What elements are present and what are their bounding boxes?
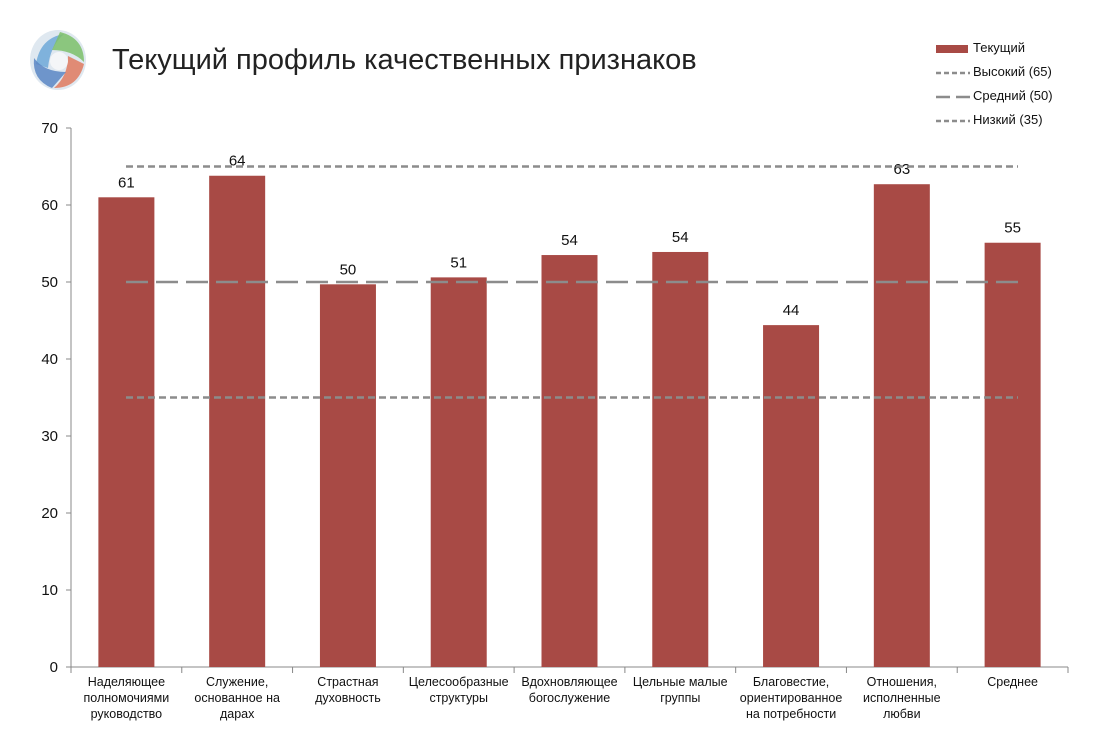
x-category-label-line: группы <box>660 691 700 705</box>
y-tick-label: 70 <box>41 120 58 137</box>
x-category-label-line: дарах <box>220 707 255 721</box>
bar <box>984 242 1041 668</box>
x-category-label: Страстная духовность <box>315 675 381 705</box>
y-tick-label: 0 <box>50 659 58 676</box>
bar <box>541 255 598 668</box>
bar-value-label: 54 <box>672 229 689 246</box>
x-category-label-line: полномочиями <box>84 691 170 705</box>
y-tick-label: 50 <box>41 274 58 291</box>
bar <box>652 251 709 667</box>
x-category-label-line: богослужение <box>529 691 610 705</box>
x-category-label-line: Страстная <box>317 675 378 689</box>
bar <box>98 197 155 668</box>
x-category-label-line: структуры <box>429 691 488 705</box>
x-category-label: Среднее <box>987 675 1038 689</box>
legend-swatch-low <box>936 119 970 123</box>
legend-label-high: Высокий (65) <box>973 64 1052 79</box>
legend-label-medium: Средний (50) <box>973 88 1053 103</box>
x-category-label-line: основанное на <box>194 691 280 705</box>
y-tick-label: 20 <box>41 505 58 522</box>
bar-value-label: 61 <box>118 174 135 191</box>
bar <box>430 277 487 667</box>
legend-swatch-high <box>936 71 970 75</box>
x-category-label: Благовестие, ориентированное на потребност… <box>740 675 843 721</box>
legend-swatch-medium <box>936 95 970 99</box>
x-category-label: Отношения, исполненные любви <box>863 675 941 721</box>
x-category-label-line: Вдохновляющее <box>521 675 617 689</box>
legend-swatch-bar <box>936 45 968 53</box>
bar-value-label: 51 <box>450 254 467 271</box>
x-category-label-line: Наделяющее <box>88 675 165 689</box>
x-category-label-line: Цельные малые <box>633 675 728 689</box>
chart-title: Текущий профиль качественных признаков <box>112 44 697 76</box>
bar-value-label: 50 <box>340 261 357 278</box>
bar <box>873 184 930 667</box>
bar-value-label: 55 <box>1004 220 1021 237</box>
bar-value-label: 63 <box>893 161 910 178</box>
x-category-label-line: руководство <box>91 707 163 721</box>
x-category-label-line: любви <box>883 707 920 721</box>
bar-value-label: 54 <box>561 232 578 249</box>
x-category-label: Служение, основанное на дарах <box>194 675 280 721</box>
y-tick-label: 10 <box>41 582 58 599</box>
bar <box>763 325 820 667</box>
bar <box>209 175 266 668</box>
x-category-label-line: Служение, <box>206 675 268 689</box>
x-category-label: Целесообразные структуры <box>409 675 509 705</box>
x-category-label-line: на потребности <box>746 707 836 721</box>
x-category-label-line: Благовестие, <box>753 675 829 689</box>
legend-label-low: Низкий (35) <box>973 112 1043 127</box>
x-category-label-line: Среднее <box>987 675 1038 689</box>
bar-value-label: 44 <box>783 302 800 319</box>
x-category-label: Вдохновляющее богослужение <box>521 675 617 705</box>
bar <box>319 284 376 667</box>
x-category-label-line: исполненные <box>863 691 941 705</box>
x-category-label-line: Отношения, <box>867 675 937 689</box>
x-category-label: Цельные малые группы <box>633 675 728 705</box>
y-tick-label: 60 <box>41 197 58 214</box>
x-category-label-line: Целесообразные <box>409 675 509 689</box>
x-category-label-line: духовность <box>315 691 381 705</box>
x-category-label-line: ориентированное <box>740 691 843 705</box>
y-tick-label: 40 <box>41 351 58 368</box>
legend-label-current: Текущий <box>973 40 1025 55</box>
x-category-label: Наделяющее полномочиями руководство <box>84 675 170 721</box>
logo-icon <box>30 30 86 90</box>
y-tick-label: 30 <box>41 428 58 445</box>
